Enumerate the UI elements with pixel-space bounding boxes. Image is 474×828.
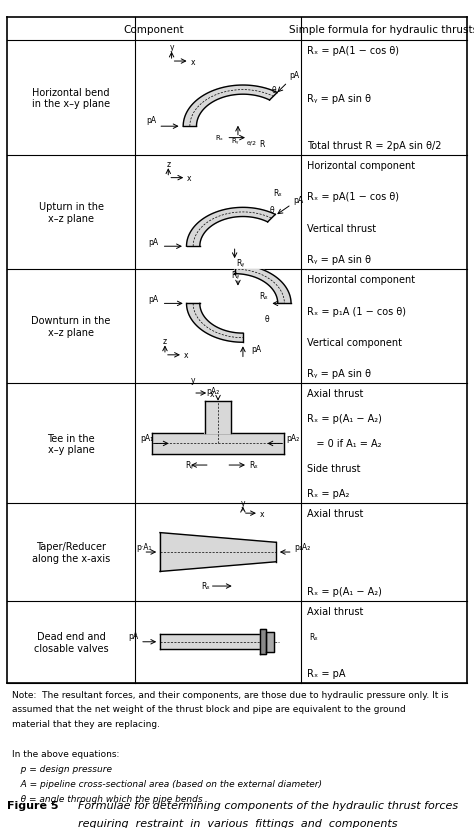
Text: y: y bbox=[241, 498, 245, 507]
Text: Rₓ: Rₓ bbox=[259, 291, 268, 301]
Text: Upturn in the
x–z plane: Upturn in the x–z plane bbox=[38, 202, 104, 224]
Text: pA: pA bbox=[128, 632, 138, 641]
Text: Simple formula for hydraulic thrusts: Simple formula for hydraulic thrusts bbox=[290, 25, 474, 35]
Text: pA: pA bbox=[148, 238, 158, 247]
Text: Rₓ: Rₓ bbox=[249, 461, 258, 469]
Text: Horizontal bend
in the x–y plane: Horizontal bend in the x–y plane bbox=[32, 88, 110, 109]
Text: Rₓ = p(A₁ − A₂): Rₓ = p(A₁ − A₂) bbox=[307, 586, 382, 596]
Text: Rₓ: Rₓ bbox=[201, 581, 210, 590]
Text: θ: θ bbox=[271, 86, 276, 94]
Text: p·A₁: p·A₁ bbox=[137, 542, 152, 551]
Polygon shape bbox=[160, 533, 276, 572]
Text: Rᵧ: Rᵧ bbox=[185, 461, 193, 469]
Text: Note:  The resultant forces, and their components, are those due to hydraulic pr: Note: The resultant forces, and their co… bbox=[12, 690, 448, 699]
Text: Taper/Reducer
along the x-axis: Taper/Reducer along the x-axis bbox=[32, 542, 110, 563]
Text: Rᵧ: Rᵧ bbox=[231, 138, 239, 144]
Text: Rₓ: Rₓ bbox=[215, 135, 223, 141]
Text: pA₂: pA₂ bbox=[206, 387, 219, 396]
Text: p₁A₂: p₁A₂ bbox=[294, 542, 310, 551]
Text: pA₁: pA₁ bbox=[140, 433, 153, 442]
Text: material that they are replacing.: material that they are replacing. bbox=[12, 720, 160, 729]
Text: Axial thrust: Axial thrust bbox=[307, 389, 363, 399]
Text: Rₓ = p(A₁ − A₂): Rₓ = p(A₁ − A₂) bbox=[307, 414, 382, 424]
Text: x: x bbox=[191, 57, 195, 66]
Text: Rₓ: Rₓ bbox=[273, 189, 282, 198]
Text: Horizontal component: Horizontal component bbox=[307, 161, 415, 171]
Text: θ/2: θ/2 bbox=[246, 140, 256, 145]
Polygon shape bbox=[266, 632, 274, 652]
Polygon shape bbox=[205, 402, 231, 433]
Text: Rᵧ = pA sin θ: Rᵧ = pA sin θ bbox=[307, 94, 371, 104]
Text: Dead end and
closable valves: Dead end and closable valves bbox=[34, 631, 109, 652]
Text: Rᵧ: Rᵧ bbox=[231, 271, 239, 280]
Text: pA₂: pA₂ bbox=[286, 433, 299, 442]
Text: R: R bbox=[259, 139, 265, 148]
Text: y: y bbox=[191, 375, 195, 384]
Text: x: x bbox=[184, 351, 188, 360]
Text: Rₓ = pA: Rₓ = pA bbox=[307, 668, 345, 678]
Text: Rₓ: Rₓ bbox=[309, 633, 318, 642]
Text: y: y bbox=[169, 43, 174, 52]
Text: Rₓ = pA₂: Rₓ = pA₂ bbox=[307, 489, 349, 499]
Text: Axial thrust: Axial thrust bbox=[307, 508, 363, 519]
Text: p = design pressure: p = design pressure bbox=[12, 764, 112, 773]
Text: x: x bbox=[259, 509, 264, 518]
Text: = 0 if A₁ = A₂: = 0 if A₁ = A₂ bbox=[307, 439, 381, 449]
Text: Horizontal component: Horizontal component bbox=[307, 275, 415, 285]
Text: Vertical component: Vertical component bbox=[307, 338, 401, 348]
Text: A = pipeline cross-sectional area (based on the external diameter): A = pipeline cross-sectional area (based… bbox=[12, 779, 322, 788]
Text: In the above equations:: In the above equations: bbox=[12, 749, 119, 758]
Text: Figure 5: Figure 5 bbox=[7, 800, 59, 810]
Polygon shape bbox=[186, 304, 243, 343]
Text: Downturn in the
x–z plane: Downturn in the x–z plane bbox=[31, 316, 111, 338]
Text: Rₓ = pA(1 − cos θ): Rₓ = pA(1 − cos θ) bbox=[307, 46, 399, 56]
Polygon shape bbox=[160, 634, 259, 649]
Text: Rᵧ: Rᵧ bbox=[236, 258, 245, 267]
Text: x: x bbox=[210, 389, 214, 398]
Text: requiring  restraint  in  various  fittings  and  components: requiring restraint in various fittings … bbox=[71, 818, 398, 828]
Text: θ: θ bbox=[264, 314, 269, 323]
Text: pA: pA bbox=[251, 345, 261, 354]
Polygon shape bbox=[152, 433, 284, 455]
Text: Vertical thrust: Vertical thrust bbox=[307, 224, 376, 233]
Text: z: z bbox=[163, 336, 167, 345]
Text: assumed that the net weight of the thrust block and pipe are equivalent to the g: assumed that the net weight of the thrus… bbox=[12, 705, 406, 714]
Text: Rₓ = p₁A (1 − cos θ): Rₓ = p₁A (1 − cos θ) bbox=[307, 306, 406, 316]
Polygon shape bbox=[259, 629, 266, 654]
Text: z: z bbox=[166, 159, 170, 168]
Polygon shape bbox=[183, 86, 277, 127]
Text: θ: θ bbox=[269, 205, 274, 214]
Text: θ = angle through which the pipe bends: θ = angle through which the pipe bends bbox=[12, 794, 202, 803]
Text: Axial thrust: Axial thrust bbox=[307, 606, 363, 616]
Text: Formulae for determining components of the hydraulic thrust forces: Formulae for determining components of t… bbox=[71, 800, 458, 810]
Text: x: x bbox=[187, 174, 191, 183]
Text: pA: pA bbox=[293, 196, 303, 205]
Text: Rₓ = pA(1 − cos θ): Rₓ = pA(1 − cos θ) bbox=[307, 192, 399, 202]
Text: Component: Component bbox=[124, 25, 184, 35]
Text: pA: pA bbox=[146, 116, 156, 125]
Text: pA: pA bbox=[290, 71, 300, 80]
Polygon shape bbox=[186, 208, 275, 247]
Polygon shape bbox=[235, 265, 291, 304]
Text: Rᵧ = pA sin θ: Rᵧ = pA sin θ bbox=[307, 369, 371, 379]
Text: Rᵧ = pA sin θ: Rᵧ = pA sin θ bbox=[307, 255, 371, 265]
Text: Tee in the
x–y plane: Tee in the x–y plane bbox=[47, 433, 95, 455]
Text: Side thrust: Side thrust bbox=[307, 464, 360, 474]
Text: Total thrust R = 2pA sin θ/2: Total thrust R = 2pA sin θ/2 bbox=[307, 141, 441, 151]
Text: pA: pA bbox=[148, 295, 158, 304]
